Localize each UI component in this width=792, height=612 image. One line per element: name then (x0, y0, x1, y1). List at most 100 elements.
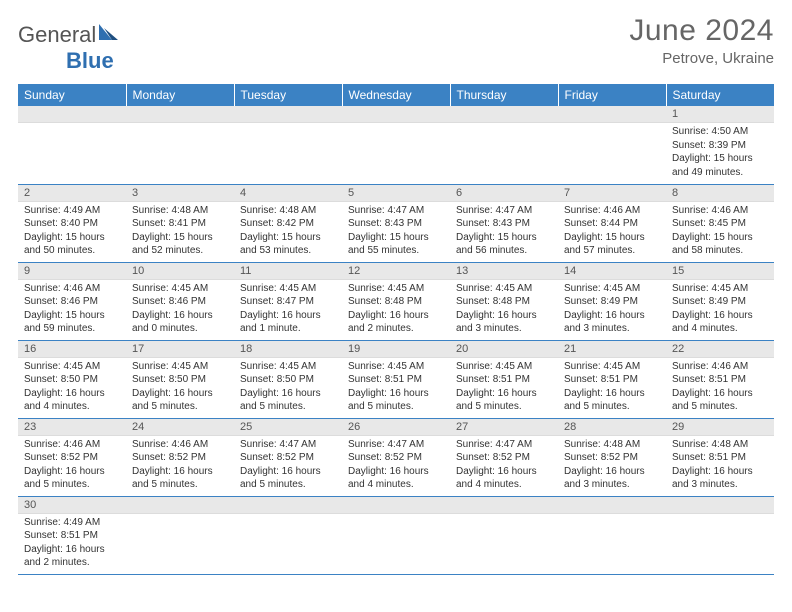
sunrise: Sunrise: 4:45 AM (564, 282, 660, 296)
calendar-cell: 16Sunrise: 4:45 AMSunset: 8:50 PMDayligh… (18, 340, 126, 418)
sunset: Sunset: 8:50 PM (240, 373, 336, 387)
cell-body: Sunrise: 4:47 AMSunset: 8:43 PMDaylight:… (450, 202, 558, 260)
cell-body: Sunrise: 4:45 AMSunset: 8:50 PMDaylight:… (126, 358, 234, 416)
daynum: 29 (666, 419, 774, 436)
sunrise: Sunrise: 4:46 AM (672, 204, 768, 218)
cell-body: Sunrise: 4:45 AMSunset: 8:47 PMDaylight:… (234, 280, 342, 338)
sunset: Sunset: 8:41 PM (132, 217, 228, 231)
calendar-cell (558, 106, 666, 184)
sunset: Sunset: 8:52 PM (132, 451, 228, 465)
sunset: Sunset: 8:52 PM (456, 451, 552, 465)
sunrise: Sunrise: 4:47 AM (348, 204, 444, 218)
cell-body: Sunrise: 4:46 AMSunset: 8:52 PMDaylight:… (126, 436, 234, 494)
daynum (558, 106, 666, 123)
daynum: 5 (342, 185, 450, 202)
cell-body: Sunrise: 4:45 AMSunset: 8:51 PMDaylight:… (342, 358, 450, 416)
sunrise: Sunrise: 4:45 AM (132, 282, 228, 296)
calendar-cell: 2Sunrise: 4:49 AMSunset: 8:40 PMDaylight… (18, 184, 126, 262)
daylight: Daylight: 16 hours and 5 minutes. (24, 465, 120, 492)
daynum: 6 (450, 185, 558, 202)
sunset: Sunset: 8:44 PM (564, 217, 660, 231)
daylight: Daylight: 16 hours and 2 minutes. (24, 543, 120, 570)
calendar-cell: 17Sunrise: 4:45 AMSunset: 8:50 PMDayligh… (126, 340, 234, 418)
cell-body: Sunrise: 4:48 AMSunset: 8:42 PMDaylight:… (234, 202, 342, 260)
cell-body: Sunrise: 4:45 AMSunset: 8:46 PMDaylight:… (126, 280, 234, 338)
sunrise: Sunrise: 4:46 AM (564, 204, 660, 218)
cell-body: Sunrise: 4:47 AMSunset: 8:43 PMDaylight:… (342, 202, 450, 260)
calendar-week-row: 9Sunrise: 4:46 AMSunset: 8:46 PMDaylight… (18, 262, 774, 340)
sunset: Sunset: 8:52 PM (240, 451, 336, 465)
title-block: June 2024 Petrove, Ukraine (629, 14, 774, 67)
brand-part2: Blue (66, 48, 114, 73)
daylight: Daylight: 16 hours and 5 minutes. (132, 387, 228, 414)
sunset: Sunset: 8:49 PM (564, 295, 660, 309)
daynum (18, 106, 126, 123)
month-title: June 2024 (629, 14, 774, 48)
sunrise: Sunrise: 4:47 AM (348, 438, 444, 452)
calendar-body: 1Sunrise: 4:50 AMSunset: 8:39 PMDaylight… (18, 106, 774, 574)
calendar-cell (342, 106, 450, 184)
daynum: 16 (18, 341, 126, 358)
daylight: Daylight: 15 hours and 49 minutes. (672, 152, 768, 179)
calendar-week-row: 30Sunrise: 4:49 AMSunset: 8:51 PMDayligh… (18, 496, 774, 574)
daynum: 30 (18, 497, 126, 514)
sunrise: Sunrise: 4:48 AM (240, 204, 336, 218)
sunrise: Sunrise: 4:46 AM (24, 438, 120, 452)
daylight: Daylight: 15 hours and 56 minutes. (456, 231, 552, 258)
sunrise: Sunrise: 4:45 AM (240, 360, 336, 374)
daynum: 7 (558, 185, 666, 202)
cell-body: Sunrise: 4:46 AMSunset: 8:44 PMDaylight:… (558, 202, 666, 260)
daylight: Daylight: 15 hours and 58 minutes. (672, 231, 768, 258)
sunset: Sunset: 8:40 PM (24, 217, 120, 231)
sunrise: Sunrise: 4:45 AM (240, 282, 336, 296)
calendar-cell: 24Sunrise: 4:46 AMSunset: 8:52 PMDayligh… (126, 418, 234, 496)
sunset: Sunset: 8:39 PM (672, 139, 768, 153)
daylight: Daylight: 16 hours and 3 minutes. (564, 465, 660, 492)
cell-body: Sunrise: 4:49 AMSunset: 8:51 PMDaylight:… (18, 514, 126, 572)
calendar-cell: 12Sunrise: 4:45 AMSunset: 8:48 PMDayligh… (342, 262, 450, 340)
cell-body: Sunrise: 4:48 AMSunset: 8:41 PMDaylight:… (126, 202, 234, 260)
calendar-cell: 18Sunrise: 4:45 AMSunset: 8:50 PMDayligh… (234, 340, 342, 418)
cell-body: Sunrise: 4:47 AMSunset: 8:52 PMDaylight:… (450, 436, 558, 494)
daylight: Daylight: 15 hours and 53 minutes. (240, 231, 336, 258)
sunset: Sunset: 8:46 PM (132, 295, 228, 309)
daylight: Daylight: 16 hours and 2 minutes. (348, 309, 444, 336)
cell-body: Sunrise: 4:50 AMSunset: 8:39 PMDaylight:… (666, 123, 774, 181)
sunset: Sunset: 8:51 PM (564, 373, 660, 387)
cell-body: Sunrise: 4:46 AMSunset: 8:52 PMDaylight:… (18, 436, 126, 494)
sunrise: Sunrise: 4:48 AM (564, 438, 660, 452)
calendar-cell: 21Sunrise: 4:45 AMSunset: 8:51 PMDayligh… (558, 340, 666, 418)
cell-body: Sunrise: 4:45 AMSunset: 8:48 PMDaylight:… (450, 280, 558, 338)
daynum: 2 (18, 185, 126, 202)
daylight: Daylight: 15 hours and 57 minutes. (564, 231, 660, 258)
daylight: Daylight: 16 hours and 5 minutes. (564, 387, 660, 414)
daylight: Daylight: 16 hours and 4 minutes. (672, 309, 768, 336)
sunrise: Sunrise: 4:45 AM (672, 282, 768, 296)
calendar-cell: 27Sunrise: 4:47 AMSunset: 8:52 PMDayligh… (450, 418, 558, 496)
daylight: Daylight: 16 hours and 5 minutes. (672, 387, 768, 414)
sunset: Sunset: 8:42 PM (240, 217, 336, 231)
calendar-cell (234, 496, 342, 574)
calendar-cell: 19Sunrise: 4:45 AMSunset: 8:51 PMDayligh… (342, 340, 450, 418)
sunset: Sunset: 8:52 PM (564, 451, 660, 465)
calendar-cell (126, 496, 234, 574)
calendar-cell: 9Sunrise: 4:46 AMSunset: 8:46 PMDaylight… (18, 262, 126, 340)
sunrise: Sunrise: 4:48 AM (672, 438, 768, 452)
day-header: Saturday (666, 84, 774, 106)
calendar-cell (234, 106, 342, 184)
daynum: 8 (666, 185, 774, 202)
daynum (342, 497, 450, 514)
daynum (342, 106, 450, 123)
daylight: Daylight: 16 hours and 3 minutes. (672, 465, 768, 492)
daynum: 25 (234, 419, 342, 436)
cell-body: Sunrise: 4:46 AMSunset: 8:45 PMDaylight:… (666, 202, 774, 260)
daynum: 19 (342, 341, 450, 358)
brand-logo: GeneralBlue (18, 14, 122, 74)
day-header: Friday (558, 84, 666, 106)
daynum: 15 (666, 263, 774, 280)
daynum (234, 497, 342, 514)
cell-body: Sunrise: 4:46 AMSunset: 8:46 PMDaylight:… (18, 280, 126, 338)
daynum: 21 (558, 341, 666, 358)
sunrise: Sunrise: 4:45 AM (456, 360, 552, 374)
day-header: Tuesday (234, 84, 342, 106)
